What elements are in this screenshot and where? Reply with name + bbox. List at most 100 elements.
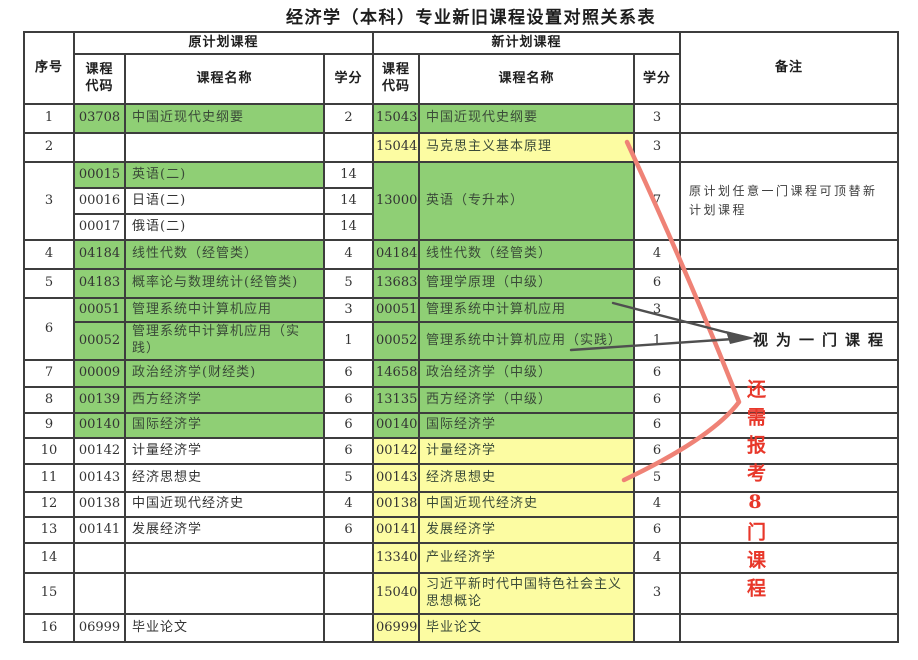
- old-code-cell: 04183: [73, 268, 126, 299]
- remark-cell: [679, 491, 899, 518]
- remark-cell: [679, 542, 899, 574]
- col-header-new-credit: 学分: [633, 53, 681, 105]
- old-code-cell: 00051: [73, 297, 126, 323]
- old-name-cell: 日语(二): [124, 187, 325, 215]
- remark-cell: [679, 268, 899, 299]
- new-code-cell: 13000: [372, 161, 420, 241]
- table-row: 16 06999 毕业论文 06999 毕业论文: [23, 613, 899, 643]
- row-num: 15: [23, 572, 75, 615]
- old-code-cell: 00017: [73, 213, 126, 241]
- table-row: 00016 日语(二) 14: [24, 187, 898, 215]
- new-name-cell: 政治经济学（中级）: [418, 359, 635, 388]
- old-code-cell: 00052: [73, 321, 126, 361]
- old-code-cell: 06999: [73, 613, 126, 643]
- new-name-cell: 计量经济学: [418, 437, 635, 465]
- new-name-cell: 产业经济学: [418, 542, 635, 574]
- table-row: 2 15044 马克思主义基本原理 3: [23, 132, 899, 163]
- new-credit-cell: 6: [633, 437, 681, 465]
- row-num: 3: [23, 161, 75, 241]
- new-code-cell: 15043: [372, 103, 420, 134]
- old-code-cell: 00138: [73, 491, 126, 518]
- new-name-cell: 国际经济学: [418, 412, 635, 439]
- old-credit-cell: 14: [323, 161, 374, 189]
- table-row: 14 13340 产业经济学 4: [23, 542, 899, 574]
- old-credit-cell: 5: [323, 463, 374, 493]
- table-row: 1 03708 中国近现代史纲要 2 15043 中国近现代史纲要 3: [23, 103, 899, 134]
- old-credit-cell: 6: [323, 516, 374, 544]
- new-code-cell: 13340: [372, 542, 420, 574]
- header-group-row: 序号 原计划课程 新计划课程 备注: [23, 31, 899, 105]
- old-credit-cell: 6: [323, 359, 374, 388]
- table-row: 7 00009 政治经济学(财经类) 6 14658 政治经济学（中级） 6: [23, 359, 899, 388]
- new-credit-cell: 3: [633, 297, 681, 323]
- old-credit-cell: 4: [323, 239, 374, 270]
- table-row: 6 00051 管理系统中计算机应用 3 00051 管理系统中计算机应用 3: [23, 297, 899, 361]
- new-code-cell: 13135: [372, 386, 420, 414]
- table-row: 15 15040 习近平新时代中国特色社会主义思想概论 3: [23, 572, 899, 615]
- old-credit-cell: 6: [323, 437, 374, 465]
- new-name-cell: 线性代数（经管类）: [418, 239, 635, 270]
- col-header-old-name: 课程名称: [124, 53, 325, 105]
- row-num: 16: [23, 613, 75, 643]
- page-title: 经济学（本科）专业新旧课程设置对照关系表: [286, 8, 656, 28]
- row-num: 6: [23, 297, 75, 361]
- new-credit-cell: 3: [633, 572, 681, 615]
- table-row: 12 00138 中国近现代经济史 4 00138 中国近现代经济史 4: [23, 491, 899, 518]
- header-cols-row: 课程代码 课程名称 学分 课程代码 课程名称 学分: [24, 53, 898, 105]
- old-credit-cell: [323, 572, 374, 615]
- new-code-cell: 00138: [372, 491, 420, 518]
- old-name-cell: 计量经济学: [124, 437, 325, 465]
- new-code-cell: 14658: [372, 359, 420, 388]
- new-code-cell: 00052: [372, 321, 420, 361]
- remark-cell: [679, 103, 899, 134]
- table-row: 9 00140 国际经济学 6 00140 国际经济学 6: [23, 412, 899, 439]
- table-row: 4 04184 线性代数（经管类） 4 04184 线性代数（经管类） 4: [23, 239, 899, 270]
- new-name-cell: 习近平新时代中国特色社会主义思想概论: [418, 572, 635, 615]
- new-name-cell: 中国近现代史纲要: [418, 103, 635, 134]
- remark-cell: [679, 516, 899, 544]
- new-code-cell: 15044: [372, 132, 420, 163]
- old-name-cell: 西方经济学: [124, 386, 325, 414]
- new-credit-cell: 3: [633, 103, 681, 134]
- new-code-cell: 06999: [372, 613, 420, 643]
- remark-cell: [679, 437, 899, 465]
- col-header-old-credit: 学分: [323, 53, 374, 105]
- row-num: 7: [23, 359, 75, 388]
- new-code-cell: 15040: [372, 572, 420, 615]
- new-code-cell: 13683: [372, 268, 420, 299]
- new-credit-cell: 3: [633, 132, 681, 163]
- remark-cell: [679, 359, 899, 388]
- old-name-cell: [124, 572, 325, 615]
- old-code-cell: 00015: [73, 161, 126, 189]
- new-credit-cell: 4: [633, 491, 681, 518]
- remark-cell: [679, 239, 899, 270]
- old-name-cell: 管理系统中计算机应用: [124, 297, 325, 323]
- row-num: 8: [23, 386, 75, 414]
- old-code-cell: [73, 132, 126, 163]
- row-num: 9: [23, 412, 75, 439]
- new-name-cell: 中国近现代经济史: [418, 491, 635, 518]
- new-code-cell: 00051: [372, 297, 420, 323]
- old-name-cell: 中国近现代经济史: [124, 491, 325, 518]
- old-name-cell: 发展经济学: [124, 516, 325, 544]
- new-name-cell: 经济思想史: [418, 463, 635, 493]
- new-credit-cell: 4: [633, 239, 681, 270]
- new-name-cell: 马克思主义基本原理: [418, 132, 635, 163]
- col-header-old-plan-group: 原计划课程: [73, 31, 374, 55]
- old-name-cell: 国际经济学: [124, 412, 325, 439]
- old-name-cell: 中国近现代史纲要: [124, 103, 325, 134]
- remark-cell: [679, 386, 899, 414]
- new-name-cell: 毕业论文: [418, 613, 635, 643]
- old-code-cell: 00141: [73, 516, 126, 544]
- old-code-cell: 00143: [73, 463, 126, 493]
- table-row: 10 00142 计量经济学 6 00142 计量经济学 6: [23, 437, 899, 465]
- new-credit-cell: 6: [633, 268, 681, 299]
- old-credit-cell: 2: [323, 103, 374, 134]
- row-num: 11: [23, 463, 75, 493]
- table-row: 3 00015 英语(二) 14 13000 英语（专升本） 7 原计划任意一门…: [23, 161, 899, 241]
- old-credit-cell: [323, 132, 374, 163]
- new-credit-cell: 6: [633, 359, 681, 388]
- old-code-cell: 04184: [73, 239, 126, 270]
- old-code-cell: 00142: [73, 437, 126, 465]
